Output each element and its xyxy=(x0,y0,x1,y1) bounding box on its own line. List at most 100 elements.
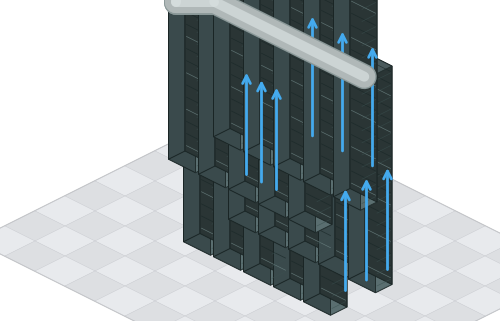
Polygon shape xyxy=(168,0,185,159)
Polygon shape xyxy=(270,59,287,285)
Polygon shape xyxy=(275,8,302,239)
Polygon shape xyxy=(258,8,302,29)
Polygon shape xyxy=(185,121,245,151)
Polygon shape xyxy=(256,0,272,203)
Polygon shape xyxy=(155,226,215,256)
Polygon shape xyxy=(155,256,215,286)
Polygon shape xyxy=(395,196,455,226)
Polygon shape xyxy=(360,0,377,210)
Polygon shape xyxy=(244,45,260,272)
Polygon shape xyxy=(228,0,245,189)
Polygon shape xyxy=(455,256,500,286)
Polygon shape xyxy=(215,256,275,286)
Polygon shape xyxy=(125,181,185,211)
Polygon shape xyxy=(245,301,305,321)
Polygon shape xyxy=(485,271,500,301)
Polygon shape xyxy=(245,0,272,195)
Polygon shape xyxy=(95,166,155,196)
Polygon shape xyxy=(210,29,227,255)
Polygon shape xyxy=(350,0,377,202)
Polygon shape xyxy=(215,286,275,316)
Polygon shape xyxy=(335,286,395,316)
Polygon shape xyxy=(184,15,200,242)
Polygon shape xyxy=(168,0,196,173)
Polygon shape xyxy=(275,256,335,286)
Polygon shape xyxy=(215,106,275,136)
Polygon shape xyxy=(288,0,332,14)
Polygon shape xyxy=(425,271,485,301)
Polygon shape xyxy=(185,181,245,211)
Polygon shape xyxy=(244,45,287,67)
Polygon shape xyxy=(286,21,302,248)
Polygon shape xyxy=(395,256,455,286)
Polygon shape xyxy=(214,30,257,52)
Polygon shape xyxy=(258,0,285,218)
Polygon shape xyxy=(35,196,95,226)
Polygon shape xyxy=(228,1,256,233)
Polygon shape xyxy=(365,241,425,271)
Polygon shape xyxy=(215,136,275,166)
Polygon shape xyxy=(274,0,300,180)
Polygon shape xyxy=(240,0,257,150)
Polygon shape xyxy=(245,241,305,271)
Polygon shape xyxy=(260,45,287,277)
Polygon shape xyxy=(304,0,330,195)
Polygon shape xyxy=(316,36,332,263)
Polygon shape xyxy=(365,53,392,284)
Polygon shape xyxy=(65,241,125,271)
Polygon shape xyxy=(275,166,335,196)
Polygon shape xyxy=(214,0,240,150)
Polygon shape xyxy=(376,66,392,293)
Polygon shape xyxy=(226,0,242,188)
Polygon shape xyxy=(0,106,500,321)
Polygon shape xyxy=(275,286,335,316)
Polygon shape xyxy=(215,166,275,196)
Polygon shape xyxy=(286,0,302,218)
Polygon shape xyxy=(348,61,376,293)
Polygon shape xyxy=(230,30,257,262)
Polygon shape xyxy=(155,166,215,196)
Polygon shape xyxy=(35,226,95,256)
Polygon shape xyxy=(304,83,330,315)
Polygon shape xyxy=(245,181,305,211)
Polygon shape xyxy=(95,256,155,286)
Polygon shape xyxy=(275,136,335,166)
Polygon shape xyxy=(245,151,305,181)
Polygon shape xyxy=(244,53,270,285)
Polygon shape xyxy=(275,316,335,321)
Polygon shape xyxy=(245,271,305,301)
Polygon shape xyxy=(125,151,185,181)
Polygon shape xyxy=(304,75,347,97)
Polygon shape xyxy=(318,38,362,59)
Polygon shape xyxy=(425,301,485,321)
Polygon shape xyxy=(335,256,395,286)
Polygon shape xyxy=(228,0,256,203)
Polygon shape xyxy=(245,211,305,241)
Polygon shape xyxy=(455,226,500,256)
Polygon shape xyxy=(305,211,365,241)
Polygon shape xyxy=(198,0,226,188)
Polygon shape xyxy=(155,136,215,166)
Polygon shape xyxy=(330,89,347,315)
Polygon shape xyxy=(348,53,392,74)
Polygon shape xyxy=(300,74,317,300)
Polygon shape xyxy=(365,271,425,301)
Polygon shape xyxy=(365,211,425,241)
Polygon shape xyxy=(305,181,365,211)
Polygon shape xyxy=(65,181,125,211)
Polygon shape xyxy=(35,256,95,286)
Polygon shape xyxy=(125,271,185,301)
Polygon shape xyxy=(95,286,155,316)
Polygon shape xyxy=(288,1,316,233)
Polygon shape xyxy=(214,30,230,257)
Polygon shape xyxy=(425,241,485,271)
Polygon shape xyxy=(215,0,242,179)
Polygon shape xyxy=(305,151,365,181)
Polygon shape xyxy=(274,68,300,300)
Polygon shape xyxy=(305,271,365,301)
Polygon shape xyxy=(215,196,275,226)
Polygon shape xyxy=(330,0,347,195)
Polygon shape xyxy=(5,211,65,241)
Polygon shape xyxy=(258,16,285,248)
Polygon shape xyxy=(425,211,485,241)
